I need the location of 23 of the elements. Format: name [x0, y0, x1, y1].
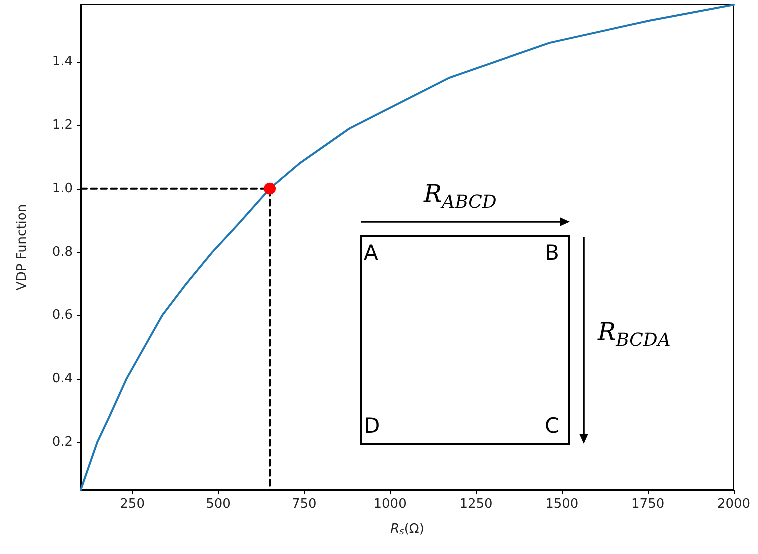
x-tick-label: 500: [206, 497, 231, 512]
x-tick-label: 1750: [632, 497, 665, 512]
y-tick-label: 0.2: [52, 434, 73, 450]
annotation: R$_{BCDA}$: [598, 318, 671, 351]
x-tick-label: 1250: [460, 497, 493, 512]
y-tick-label: 1.2: [52, 118, 73, 133]
line-series: [80, 4, 735, 491]
annotation: B: [545, 241, 560, 265]
x-tick-label: 250: [120, 497, 145, 512]
y-tick-label: 1.4: [52, 54, 73, 70]
y-tick-label: 0.8: [52, 244, 73, 260]
y-axis-title: VDP Function: [15, 204, 30, 291]
annotation: A: [364, 241, 378, 265]
annotation: D: [364, 414, 380, 438]
x-tick-label: 1500: [546, 497, 579, 512]
x-tick-label: 750: [292, 497, 317, 512]
annotation: R$_{ABCD}$: [424, 180, 497, 213]
annotation: C: [545, 414, 560, 438]
x-tick-label: 2000: [717, 497, 751, 512]
y-tick-label: 0.4: [52, 372, 73, 387]
y-tick-label: 1.0: [52, 181, 73, 196]
x-tick-label: 1000: [374, 497, 407, 512]
y-tick-label: 0.6: [52, 308, 73, 324]
